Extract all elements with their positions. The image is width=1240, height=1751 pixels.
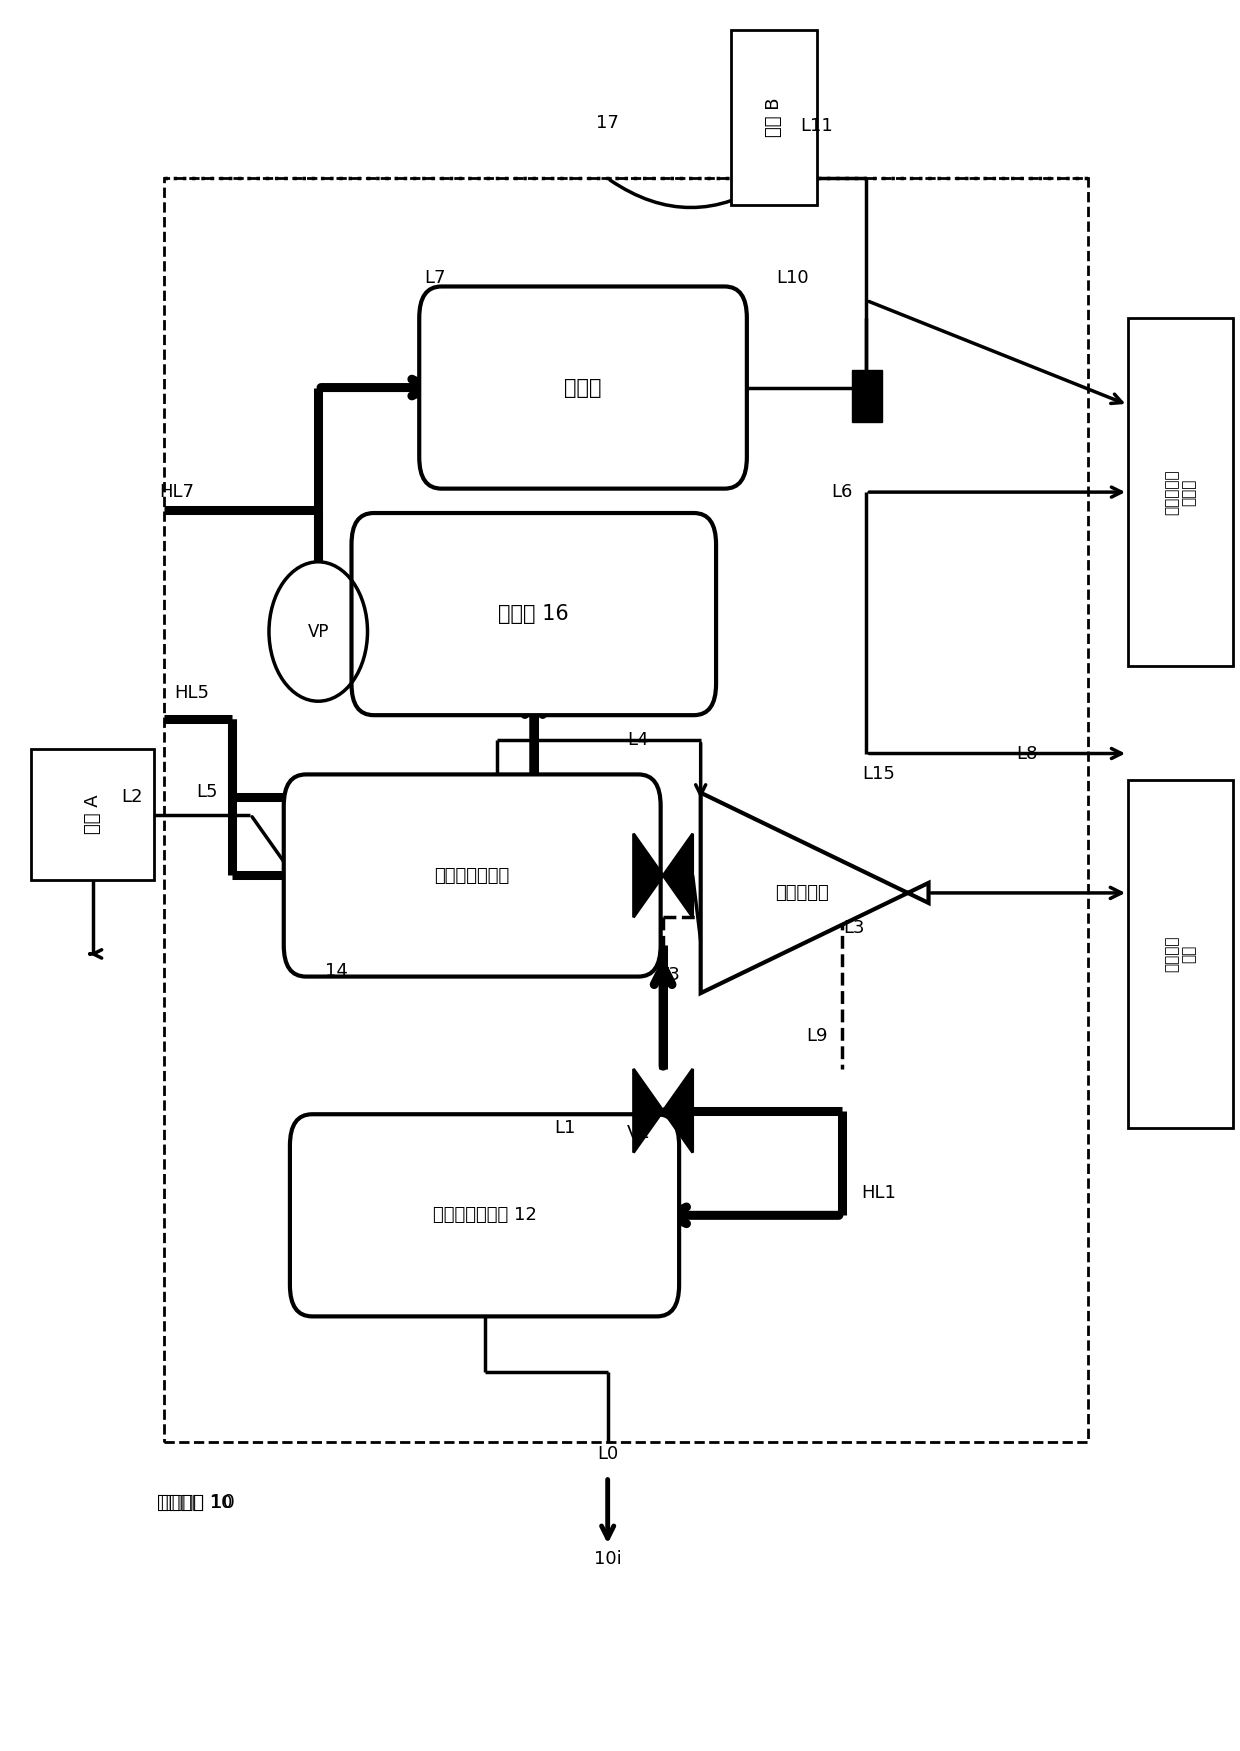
Text: 层式分水接触器 12: 层式分水接触器 12 bbox=[433, 1206, 537, 1224]
Text: HL7: HL7 bbox=[159, 483, 195, 501]
Text: 分离装置 10: 分离装置 10 bbox=[161, 1494, 232, 1511]
Text: 废液 A: 废液 A bbox=[84, 795, 102, 833]
Text: L6: L6 bbox=[831, 483, 852, 501]
Polygon shape bbox=[634, 833, 663, 918]
Text: L10: L10 bbox=[776, 268, 808, 287]
Text: L3: L3 bbox=[843, 919, 864, 937]
FancyBboxPatch shape bbox=[419, 287, 746, 489]
Text: L0: L0 bbox=[596, 1445, 619, 1464]
Polygon shape bbox=[634, 1068, 663, 1152]
Bar bbox=[1128, 779, 1233, 1128]
Text: 分离装置 10: 分离装置 10 bbox=[157, 1494, 236, 1513]
Bar bbox=[1128, 319, 1233, 667]
Bar bbox=[730, 30, 817, 205]
Text: L15: L15 bbox=[862, 765, 895, 783]
Text: 废液 B: 废液 B bbox=[765, 98, 782, 137]
Text: V3: V3 bbox=[657, 967, 681, 984]
Text: L4: L4 bbox=[627, 730, 650, 749]
Text: L9: L9 bbox=[806, 1026, 828, 1045]
Text: V1: V1 bbox=[626, 1124, 650, 1142]
Text: VP: VP bbox=[308, 623, 329, 641]
Text: HL1: HL1 bbox=[862, 1184, 897, 1201]
Bar bbox=[852, 369, 883, 422]
Text: L8: L8 bbox=[1016, 744, 1037, 762]
FancyBboxPatch shape bbox=[351, 513, 715, 714]
Polygon shape bbox=[701, 793, 929, 993]
Text: 回收槽: 回收槽 bbox=[564, 378, 601, 397]
Text: 10i: 10i bbox=[594, 1550, 621, 1567]
FancyBboxPatch shape bbox=[290, 1114, 680, 1317]
Polygon shape bbox=[663, 833, 693, 918]
Text: L1: L1 bbox=[554, 1119, 575, 1136]
Text: 膜分离装置: 膜分离装置 bbox=[775, 884, 830, 902]
FancyBboxPatch shape bbox=[284, 774, 661, 977]
Text: 浓縮器 16: 浓縮器 16 bbox=[498, 604, 569, 623]
Text: L11: L11 bbox=[801, 117, 833, 135]
Text: 抗蚀剂剔剂
再生液: 抗蚀剂剔剂 再生液 bbox=[1164, 469, 1197, 515]
Text: 14: 14 bbox=[325, 963, 348, 981]
Text: L5: L5 bbox=[197, 783, 218, 800]
Bar bbox=[31, 749, 155, 879]
Text: 抗蚀剂浓
缩液: 抗蚀剂浓 缩液 bbox=[1164, 935, 1197, 972]
Text: 层式分水接触器: 层式分水接触器 bbox=[434, 867, 510, 884]
Polygon shape bbox=[663, 1068, 693, 1152]
Text: 17: 17 bbox=[596, 114, 619, 131]
Bar bbox=[164, 179, 1087, 1441]
Text: HL5: HL5 bbox=[174, 683, 208, 702]
Text: L2: L2 bbox=[122, 788, 143, 805]
Text: L7: L7 bbox=[424, 268, 446, 287]
